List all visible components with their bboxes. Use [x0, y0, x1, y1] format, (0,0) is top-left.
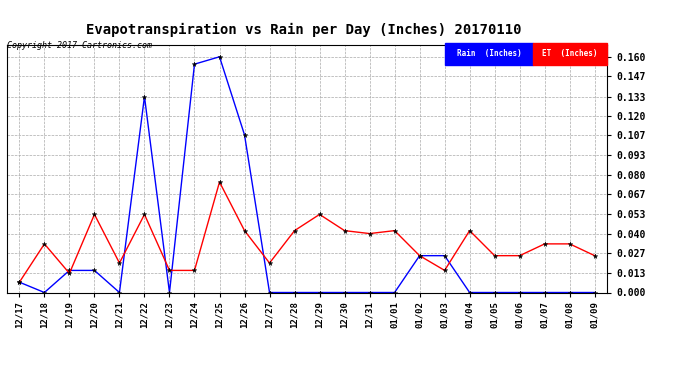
Text: Copyright 2017 Cartronics.com: Copyright 2017 Cartronics.com [7, 41, 152, 50]
Text: Evapotranspiration vs Rain per Day (Inches) 20170110: Evapotranspiration vs Rain per Day (Inch… [86, 22, 522, 37]
